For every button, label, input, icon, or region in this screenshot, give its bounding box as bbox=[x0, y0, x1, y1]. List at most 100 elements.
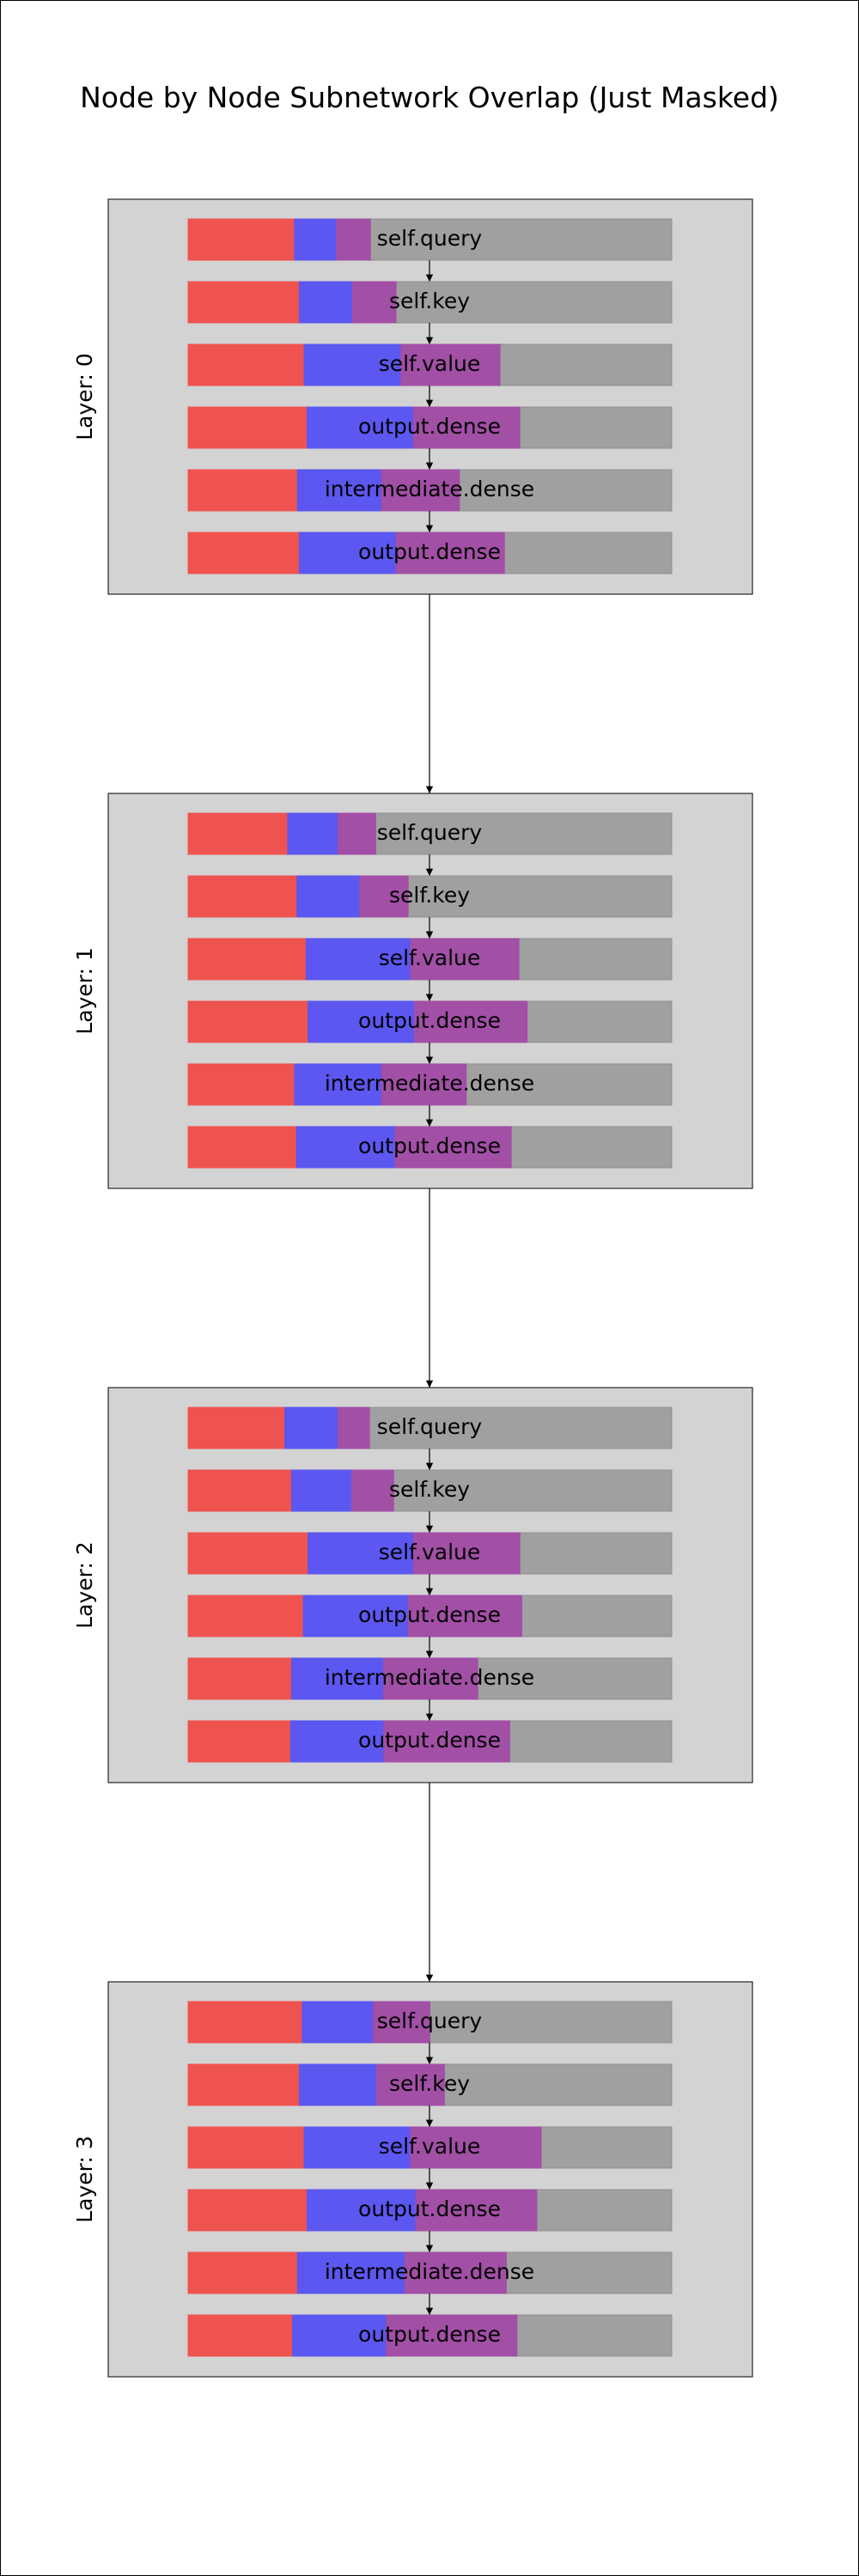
chart-title: Node by Node Subnetwork Overlap (Just Ma… bbox=[80, 81, 779, 114]
bar-segment-purple bbox=[386, 2314, 518, 2357]
bar-segment-purple bbox=[376, 2063, 445, 2106]
node-label: self.key bbox=[389, 883, 470, 908]
node-row: self.key bbox=[187, 875, 673, 939]
bar-segment-blue bbox=[296, 2251, 405, 2294]
layer-label: Layer: 1 bbox=[72, 947, 97, 1035]
node-row: self.query bbox=[187, 218, 673, 282]
bar-segment-blue bbox=[290, 1657, 384, 1700]
bar-segment-blue bbox=[296, 469, 382, 512]
node-label: intermediate.dense bbox=[325, 477, 534, 501]
bar-segment-purple bbox=[407, 1595, 522, 1637]
node-label: output.dense bbox=[358, 414, 501, 439]
layer-panel-1: Layer: 1 self.query self.key self.value outp… bbox=[72, 793, 753, 1189]
bar-segment-purple bbox=[381, 1063, 467, 1106]
bar-segment-purple bbox=[413, 1000, 528, 1043]
bar-segment-purple bbox=[412, 406, 521, 449]
layer-label: Layer: 0 bbox=[72, 353, 97, 440]
bar-segment-red bbox=[187, 406, 308, 449]
bar-segment-blue bbox=[303, 343, 402, 386]
node-label: self.query bbox=[377, 2008, 483, 2033]
bar-segment-purple bbox=[351, 281, 397, 324]
bar-segment-red bbox=[187, 1406, 286, 1449]
bar-segment-purple bbox=[382, 1657, 478, 1700]
bar-segment-blue bbox=[303, 2126, 411, 2169]
layer-panel-3: Layer: 3 self.query self.key self.value outp… bbox=[72, 1981, 753, 2378]
bar-segment-blue bbox=[284, 1406, 339, 1449]
bar-segment-red bbox=[187, 1657, 292, 1700]
bar-segment-blue bbox=[294, 1063, 382, 1106]
bar-segment-purple bbox=[338, 1406, 370, 1449]
node-row: self.query bbox=[187, 812, 673, 876]
bar-segment-purple bbox=[359, 875, 409, 918]
node-label: self.key bbox=[389, 2071, 470, 2096]
node-label: output.dense bbox=[358, 2196, 501, 2221]
bar-segment-red bbox=[187, 1469, 292, 1512]
node-row: self.value bbox=[187, 1532, 673, 1595]
node-row: intermediate.dense bbox=[187, 1063, 673, 1127]
layers-group: Layer: 0 self.query self.key self.value outp… bbox=[72, 198, 753, 2378]
node-label: output.dense bbox=[358, 1133, 501, 1158]
bar-segment-purple bbox=[350, 1469, 394, 1512]
bar-segment-blue bbox=[290, 1469, 352, 1512]
node-row: self.value bbox=[187, 938, 673, 1001]
bar-segment-red bbox=[187, 875, 298, 918]
bar-segment-blue bbox=[295, 1126, 396, 1169]
node-row: output.dense bbox=[187, 406, 673, 470]
node-row: intermediate.dense bbox=[187, 1657, 673, 1721]
bar-segment-blue bbox=[298, 281, 353, 324]
node-row: self.key bbox=[187, 281, 673, 344]
bar-segment-blue bbox=[306, 406, 414, 449]
node-label: self.key bbox=[389, 289, 470, 313]
bar-segment-purple bbox=[383, 1720, 510, 1763]
layer-label: Layer: 2 bbox=[72, 1541, 97, 1629]
bar-segment-blue bbox=[308, 1000, 415, 1043]
bar-segment-red bbox=[187, 2189, 308, 2232]
bar-segment-red bbox=[187, 1720, 291, 1763]
node-label: self.value bbox=[379, 351, 481, 376]
bar-segment-blue bbox=[302, 1595, 409, 1637]
node-row: output.dense bbox=[187, 1595, 673, 1658]
node-label: output.dense bbox=[358, 2322, 501, 2347]
bar-segment-blue bbox=[302, 2001, 375, 2044]
bar-segment-red bbox=[187, 1595, 304, 1637]
node-label: self.query bbox=[377, 820, 483, 845]
bar-segment-red bbox=[187, 2063, 300, 2106]
node-row: intermediate.dense bbox=[187, 2251, 673, 2315]
node-label: output.dense bbox=[358, 1008, 501, 1033]
bar-segment-red bbox=[187, 281, 300, 324]
bar-segment-red bbox=[187, 2001, 303, 2044]
bar-segment-purple bbox=[410, 2126, 542, 2169]
bar-segment-red bbox=[187, 532, 300, 574]
bar-segment-blue bbox=[296, 875, 361, 918]
node-row: self.key bbox=[187, 2063, 673, 2127]
node-row: output.dense bbox=[187, 532, 673, 574]
node-row: output.dense bbox=[187, 1000, 673, 1064]
bar-segment-purple bbox=[381, 469, 460, 512]
bar-segment-purple bbox=[412, 1532, 521, 1575]
node-label: intermediate.dense bbox=[325, 1071, 534, 1096]
bar-segment-red bbox=[187, 218, 295, 261]
layer-label: Layer: 3 bbox=[72, 2136, 97, 2223]
node-row: output.dense bbox=[187, 1126, 673, 1169]
bar-segment-purple bbox=[400, 343, 501, 386]
bar-segment-purple bbox=[336, 218, 371, 261]
node-label: intermediate.dense bbox=[325, 2259, 534, 2284]
node-row: output.dense bbox=[187, 1720, 673, 1763]
node-row: output.dense bbox=[187, 2314, 673, 2357]
node-row: self.query bbox=[187, 2001, 673, 2064]
bar-segment-blue bbox=[308, 1532, 414, 1575]
bar-segment-purple bbox=[404, 2251, 507, 2294]
bar-segment-blue bbox=[298, 532, 397, 574]
bar-segment-purple bbox=[410, 938, 520, 981]
bar-segment-purple bbox=[373, 2001, 430, 2044]
bar-segment-purple bbox=[394, 1126, 512, 1169]
node-row: self.value bbox=[187, 343, 673, 407]
node-label: self.key bbox=[389, 1477, 470, 1502]
layer-panel-2: Layer: 2 self.query self.key self.value outp… bbox=[72, 1387, 753, 1783]
node-label: self.value bbox=[379, 945, 481, 970]
bar-segment-red bbox=[187, 1063, 295, 1106]
node-row: output.dense bbox=[187, 2189, 673, 2252]
bar-segment-red bbox=[187, 2314, 294, 2357]
node-label: self.value bbox=[379, 1540, 481, 1564]
